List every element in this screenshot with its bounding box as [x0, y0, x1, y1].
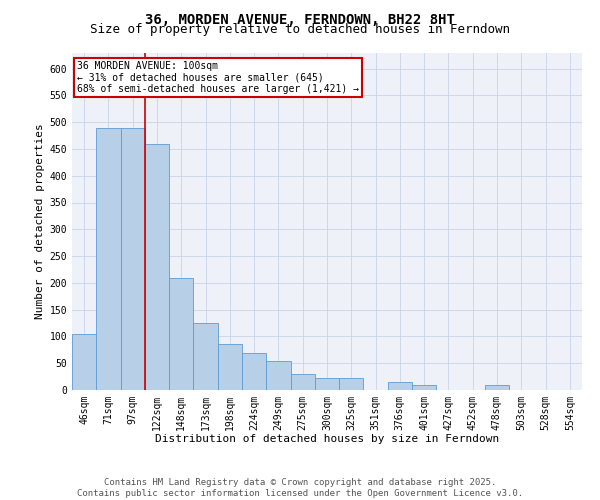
X-axis label: Distribution of detached houses by size in Ferndown: Distribution of detached houses by size …: [155, 434, 499, 444]
Bar: [121, 128, 145, 390]
Bar: [242, 352, 266, 390]
Bar: [266, 360, 290, 390]
Y-axis label: Number of detached properties: Number of detached properties: [35, 124, 46, 319]
Bar: [412, 384, 436, 390]
Bar: [169, 278, 193, 390]
Bar: [218, 344, 242, 390]
Bar: [339, 378, 364, 390]
Bar: [72, 334, 96, 390]
Text: Size of property relative to detached houses in Ferndown: Size of property relative to detached ho…: [90, 22, 510, 36]
Bar: [315, 378, 339, 390]
Text: Contains HM Land Registry data © Crown copyright and database right 2025.
Contai: Contains HM Land Registry data © Crown c…: [77, 478, 523, 498]
Bar: [290, 374, 315, 390]
Bar: [193, 323, 218, 390]
Text: 36, MORDEN AVENUE, FERNDOWN, BH22 8HT: 36, MORDEN AVENUE, FERNDOWN, BH22 8HT: [145, 12, 455, 26]
Bar: [485, 384, 509, 390]
Bar: [388, 382, 412, 390]
Bar: [145, 144, 169, 390]
Bar: [96, 128, 121, 390]
Text: 36 MORDEN AVENUE: 100sqm
← 31% of detached houses are smaller (645)
68% of semi-: 36 MORDEN AVENUE: 100sqm ← 31% of detach…: [77, 61, 359, 94]
